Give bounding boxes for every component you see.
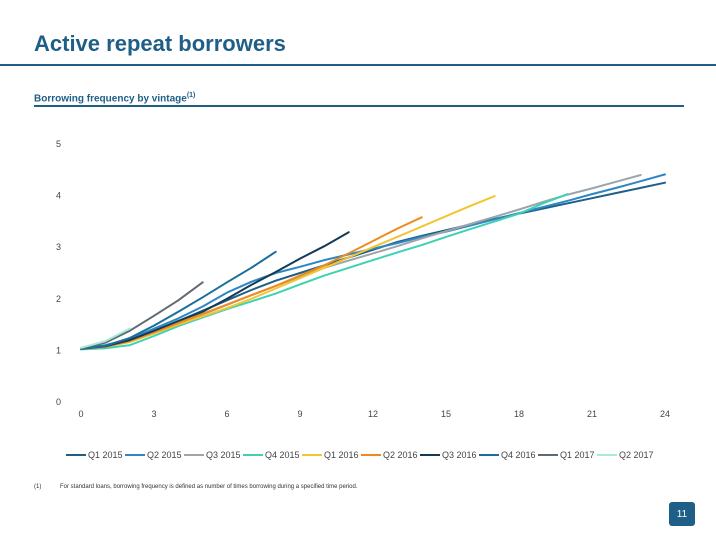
x-tick-label: 24: [660, 409, 670, 419]
x-tick-label: 6: [224, 409, 229, 419]
series-line-q3-2016: [80, 231, 350, 350]
legend-label: Q1 2016: [324, 450, 359, 460]
page-number-badge: 11: [669, 502, 695, 526]
x-tick-label: 0: [78, 409, 83, 419]
x-tick-label: 9: [297, 409, 302, 419]
legend-label: Q3 2016: [442, 450, 477, 460]
x-tick-label: 15: [441, 409, 451, 419]
y-tick-label: 3: [56, 242, 61, 252]
series-line-q2-2016: [80, 216, 423, 350]
x-tick-label: 18: [514, 409, 524, 419]
series-line-q1-2017: [80, 281, 204, 350]
footnote: (1) For standard loans, borrowing frequen…: [34, 484, 358, 490]
page-number: 11: [676, 508, 688, 520]
x-tick-label: 12: [368, 409, 378, 419]
subtitle-divider: [34, 105, 684, 107]
footnote-text: For standard loans, borrowing frequency …: [60, 484, 358, 490]
legend-label: Q4 2016: [501, 450, 536, 460]
legend-label: Q2 2017: [619, 450, 654, 460]
y-tick-label: 4: [56, 191, 61, 201]
footnote-reference: (1): [186, 92, 196, 99]
title-divider: [0, 64, 716, 66]
x-tick-label: 3: [151, 409, 156, 419]
series-line-q4-2016: [80, 250, 277, 350]
series-line-q2-2015: [80, 173, 666, 350]
series-line-q4-2015: [80, 193, 569, 351]
page-title: Active repeat borrowers: [34, 31, 286, 56]
legend-label: Q4 2015: [265, 450, 300, 460]
chart-subtitle-text: Borrowing frequency by vintage: [34, 93, 187, 105]
legend-label: Q3 2015: [206, 450, 241, 460]
y-tick-label: 5: [56, 139, 61, 149]
x-tick-label: 21: [587, 409, 597, 419]
y-tick-label: 0: [56, 397, 61, 407]
legend-label: Q2 2015: [147, 450, 182, 460]
y-tick-label: 2: [56, 294, 61, 304]
series-line-q1-2016: [80, 195, 496, 350]
legend-label: Q1 2015: [88, 450, 123, 460]
legend-label: Q1 2017: [560, 450, 595, 460]
series-line-q2-2017: [80, 327, 131, 349]
series-line-q3-2015: [80, 174, 642, 350]
footnote-marker: (1): [34, 484, 42, 490]
legend-label: Q2 2016: [383, 450, 418, 460]
y-tick-label: 1: [56, 345, 61, 355]
chart-subtitle: Borrowing frequency by vintage(1): [34, 92, 195, 104]
